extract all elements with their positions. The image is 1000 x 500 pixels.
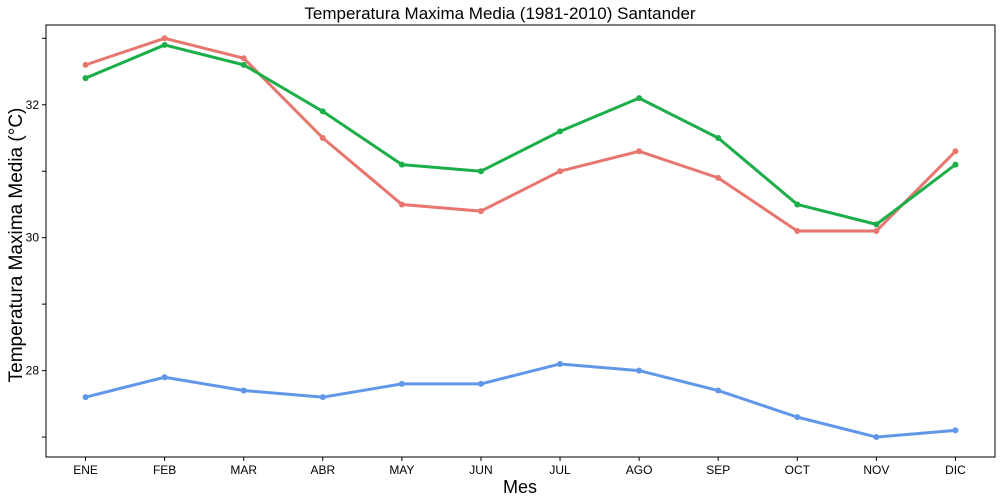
chart-title: Temperatura Maxima Media (1981-2010) San… xyxy=(304,4,696,23)
y-tick-label: 30 xyxy=(26,231,40,245)
data-point xyxy=(715,387,722,394)
data-point xyxy=(636,148,643,155)
data-point xyxy=(873,221,880,228)
data-point xyxy=(161,374,168,381)
data-point xyxy=(557,128,564,135)
y-tick-label: 32 xyxy=(26,98,40,112)
data-point xyxy=(873,228,880,235)
x-tick-label: DIC xyxy=(945,463,966,477)
series-line-1 xyxy=(85,36,957,233)
data-point xyxy=(319,134,326,141)
data-point xyxy=(715,174,722,181)
data-point xyxy=(161,35,168,42)
data-point xyxy=(715,134,722,141)
series-group xyxy=(82,35,959,441)
data-point xyxy=(161,41,168,48)
y-tick-label: 28 xyxy=(26,364,40,378)
x-tick-label: AGO xyxy=(626,463,653,477)
data-point xyxy=(557,360,564,367)
data-point xyxy=(636,367,643,374)
data-point xyxy=(477,380,484,387)
data-point xyxy=(398,201,405,208)
data-point xyxy=(240,61,247,68)
data-point xyxy=(82,61,89,68)
series-line-3 xyxy=(85,362,956,439)
data-point xyxy=(794,228,801,235)
data-point xyxy=(319,108,326,115)
data-point xyxy=(240,55,247,62)
x-tick-label: SEP xyxy=(706,463,730,477)
data-point xyxy=(794,201,801,208)
data-point xyxy=(240,387,247,394)
x-tick-label: FEB xyxy=(153,463,176,477)
y-axis-ticks: 28 30 32 xyxy=(26,37,46,438)
data-point xyxy=(319,394,326,401)
x-tick-label: ENE xyxy=(73,463,98,477)
x-tick-label: MAY xyxy=(389,463,414,477)
data-point xyxy=(636,95,643,102)
data-point xyxy=(952,161,959,168)
plot-panel xyxy=(45,24,996,458)
data-point xyxy=(557,168,564,175)
x-tick-label: ABR xyxy=(310,463,335,477)
x-tick-label: OCT xyxy=(785,463,811,477)
data-point xyxy=(398,380,405,387)
data-point xyxy=(82,394,89,401)
x-tick-label: JUL xyxy=(549,463,571,477)
data-point xyxy=(873,434,880,441)
data-point xyxy=(398,161,405,168)
series-line-2 xyxy=(84,43,957,226)
data-point xyxy=(477,208,484,215)
data-point xyxy=(794,414,801,421)
data-point xyxy=(952,148,959,155)
data-point xyxy=(477,168,484,175)
x-axis-label: Mes xyxy=(502,477,537,497)
x-tick-label: NOV xyxy=(863,463,889,477)
x-tick-label: JUN xyxy=(469,463,492,477)
data-point xyxy=(82,75,89,82)
x-axis-ticks: ENE FEB MAR ABR MAY JUN JUL AGO SEP OCT NOV DIC xyxy=(73,457,966,477)
data-point xyxy=(952,427,959,434)
x-tick-label: MAR xyxy=(230,463,257,477)
